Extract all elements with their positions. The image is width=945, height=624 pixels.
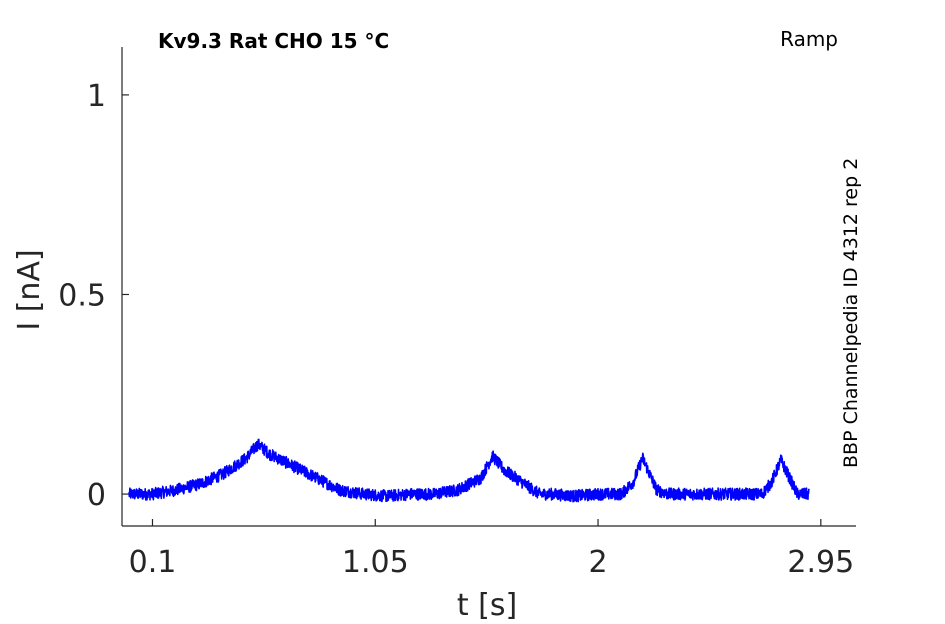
side-label: BBP Channelpedia ID 4312 rep 2 (840, 158, 862, 468)
y-tick-label: 0 (87, 478, 106, 513)
series-layer (128, 438, 810, 503)
x-tick-label: 1.05 (342, 545, 409, 580)
x-axis-label: t [s] (457, 588, 517, 623)
x-tick-label: 2 (588, 545, 607, 580)
axes: 0.1 1.05 2 2.95 0 0.5 1 (58, 47, 856, 580)
chart-title: Kv9.3 Rat CHO 15 °C (158, 29, 389, 53)
y-tick-label: 0.5 (58, 278, 106, 313)
x-tick-label: 2.95 (787, 545, 854, 580)
series-line (128, 438, 810, 503)
x-tick-label: 0.1 (129, 545, 177, 580)
corner-label: Ramp (780, 27, 838, 51)
y-axis-label: I [nA] (12, 249, 47, 330)
y-tick-label: 1 (87, 79, 106, 114)
